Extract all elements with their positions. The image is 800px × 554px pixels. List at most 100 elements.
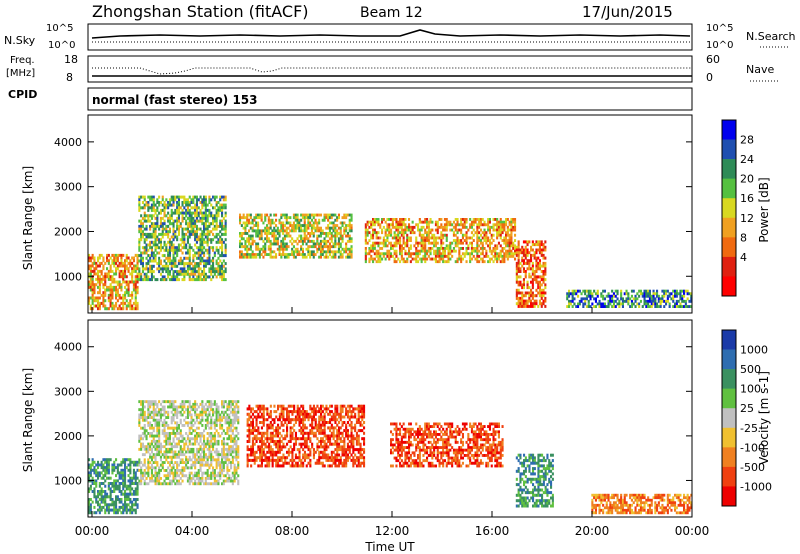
data-cell	[118, 272, 121, 276]
data-cell	[97, 296, 100, 300]
data-cell	[106, 505, 109, 509]
data-cell	[140, 437, 143, 441]
data-cell	[587, 292, 590, 296]
data-cell	[188, 426, 191, 430]
data-cell	[120, 269, 123, 273]
data-cell	[668, 294, 671, 298]
data-cell	[176, 442, 179, 446]
data-cell	[149, 455, 152, 459]
data-cell	[370, 225, 373, 229]
data-cell	[443, 249, 446, 253]
data-cell	[172, 203, 175, 207]
data-cell	[377, 252, 380, 256]
data-cell	[382, 239, 385, 242]
data-cell	[156, 418, 159, 422]
data-cell	[98, 275, 101, 279]
data-cell	[224, 447, 227, 451]
data-cell	[454, 244, 457, 248]
data-cell	[221, 278, 224, 282]
data-cell	[494, 228, 497, 232]
data-cell	[134, 283, 137, 287]
data-cell	[204, 259, 207, 263]
data-cell	[497, 228, 500, 232]
data-cell	[508, 223, 511, 227]
data-cell	[323, 250, 326, 254]
data-cell	[271, 250, 274, 254]
data-cell	[158, 453, 161, 457]
data-cell	[215, 270, 218, 274]
data-cell	[197, 254, 200, 258]
data-cell	[149, 432, 152, 435]
data-cell	[145, 256, 148, 260]
data-cell	[307, 253, 310, 256]
data-cell	[248, 418, 251, 422]
data-cell	[316, 237, 319, 241]
data-cell	[246, 245, 249, 249]
data-cell	[535, 251, 538, 255]
data-cell	[298, 229, 301, 233]
data-cell	[233, 408, 236, 412]
data-cell	[192, 275, 195, 279]
nsearch-tick-bottom: 10^0	[706, 40, 733, 51]
data-cell	[231, 432, 234, 435]
data-cell	[136, 307, 139, 311]
data-cell	[206, 437, 209, 441]
data-cell	[183, 206, 186, 210]
data-cell	[483, 223, 486, 227]
data-cell	[411, 228, 414, 232]
data-cell	[170, 426, 173, 430]
data-cell	[201, 402, 204, 406]
data-cell	[97, 301, 100, 305]
data-cell	[131, 261, 134, 265]
data-cell	[115, 495, 118, 499]
data-cell	[506, 231, 509, 235]
data-cell	[621, 299, 624, 303]
data-cell	[124, 484, 127, 488]
data-cell	[194, 474, 197, 478]
data-cell	[161, 198, 164, 202]
data-cell	[224, 227, 227, 231]
data-cell	[186, 206, 189, 210]
data-cell	[215, 232, 218, 236]
data-cell	[497, 252, 500, 256]
data-cell	[611, 294, 614, 298]
data-cell	[228, 434, 231, 438]
data-cell	[492, 239, 495, 242]
data-cell	[237, 421, 240, 425]
data-cell	[348, 253, 351, 256]
data-cell	[328, 232, 331, 235]
data-cell	[199, 262, 202, 266]
data-cell	[176, 222, 179, 226]
data-cell	[298, 250, 301, 254]
data-cell	[267, 237, 270, 241]
data-cell	[190, 426, 193, 430]
data-cell	[192, 270, 195, 274]
data-cell	[125, 498, 128, 501]
data-cell	[436, 231, 439, 235]
data-cell	[174, 262, 177, 266]
data-cell	[623, 292, 626, 296]
data-cell	[197, 275, 200, 279]
data-cell	[510, 231, 513, 235]
data-cell	[246, 232, 249, 235]
data-cell	[221, 238, 224, 242]
data-cell	[656, 305, 659, 308]
data-cell	[195, 418, 198, 422]
data-cell	[134, 291, 137, 295]
data-cell	[285, 232, 288, 235]
data-cell	[118, 253, 121, 257]
data-cell	[134, 275, 137, 279]
data-cell	[170, 235, 173, 239]
data-cell	[221, 219, 224, 223]
data-cell	[224, 442, 227, 446]
data-cell	[675, 292, 678, 296]
data-cell	[186, 264, 189, 268]
data-cell	[251, 253, 254, 256]
data-cell	[266, 234, 269, 238]
data-cell	[517, 304, 520, 308]
data-cell	[654, 297, 657, 301]
data-cell	[519, 304, 522, 308]
data-cell	[156, 267, 159, 271]
data-cell	[115, 505, 118, 509]
data-cell	[186, 477, 189, 480]
